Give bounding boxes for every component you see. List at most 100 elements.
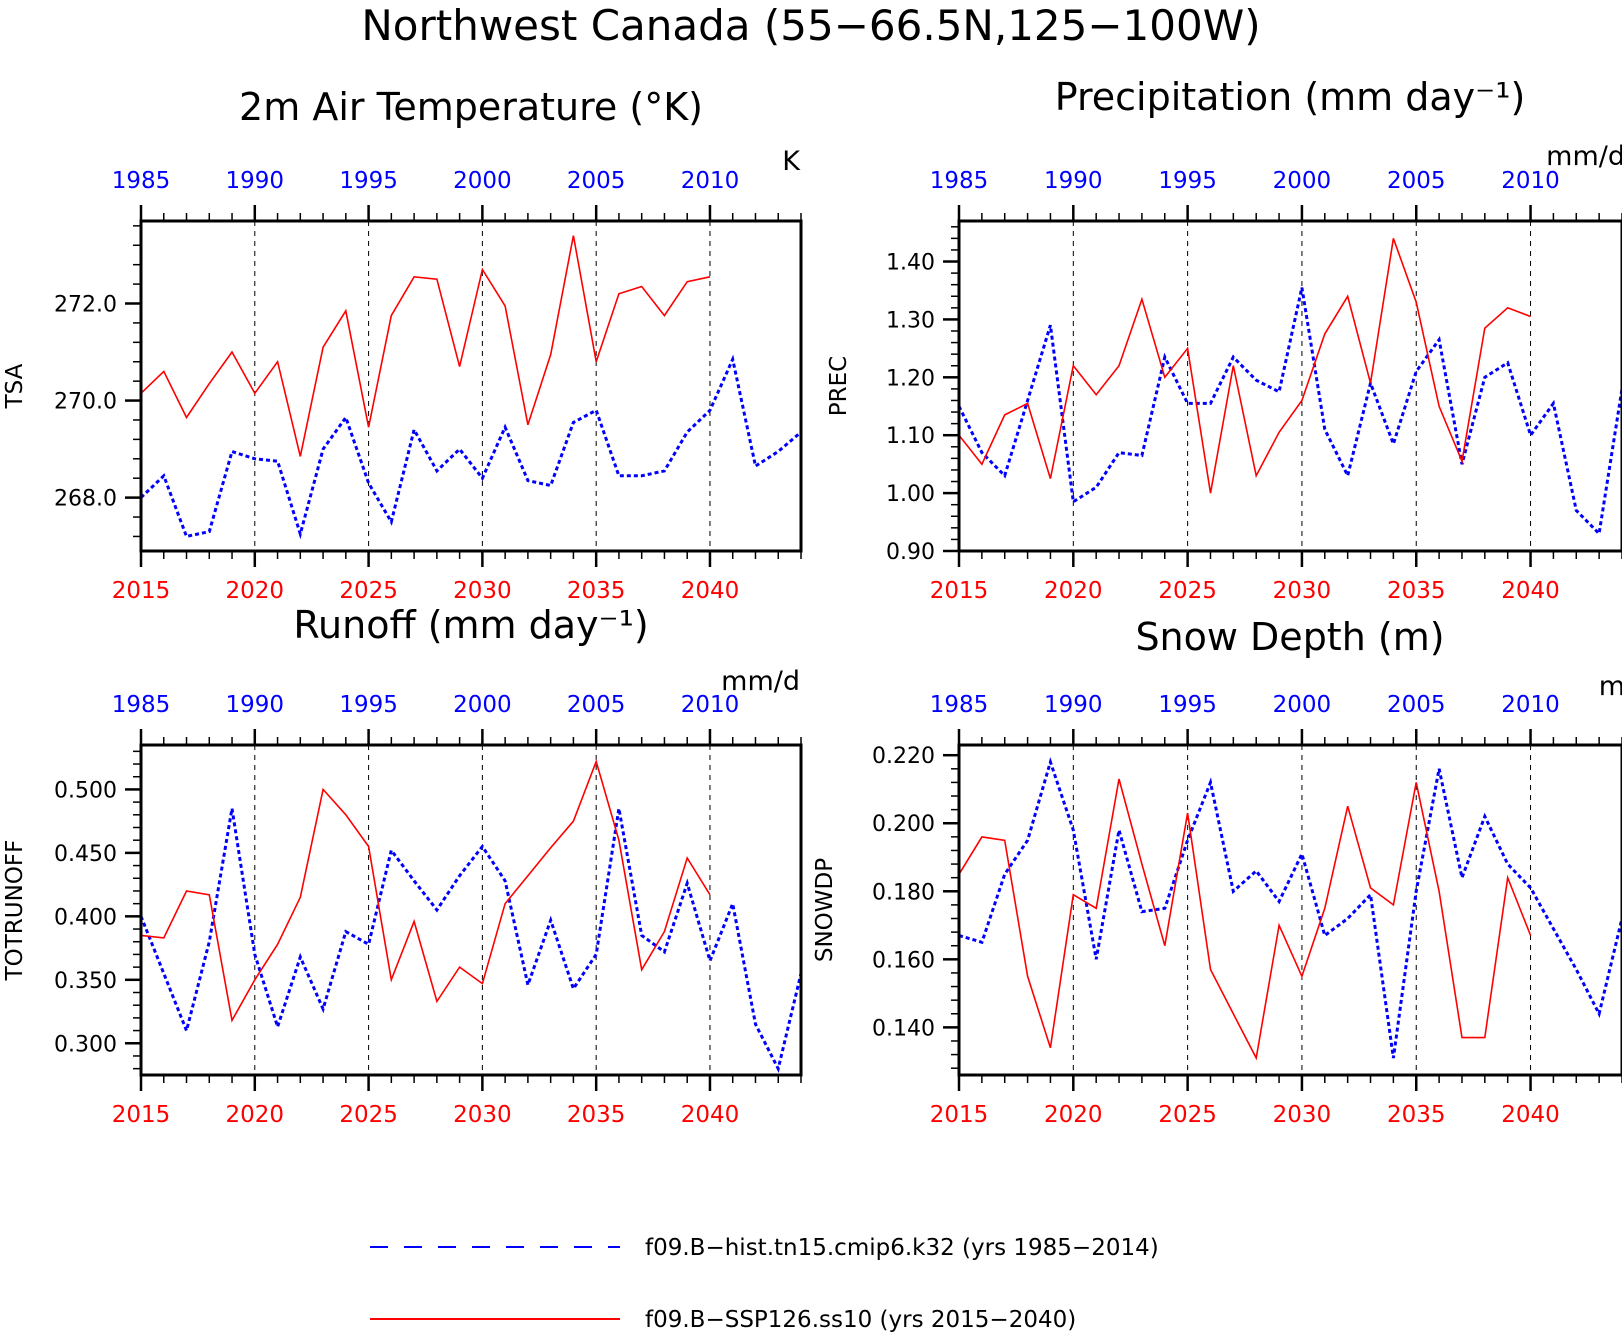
panel-units: mm/d bbox=[1546, 141, 1622, 172]
x-tick-label-top: 2000 bbox=[453, 692, 512, 718]
series-line-hist bbox=[959, 287, 1622, 537]
y-tick-label: 0.140 bbox=[872, 1016, 935, 1041]
panel-title: Snow Depth (m) bbox=[1135, 615, 1444, 659]
x-tick-label-top: 1985 bbox=[930, 168, 989, 194]
chart-panel-snowdp: Snow Depth (m) m 2015 2020 2025 2030 2035 2040 1… bbox=[812, 615, 1622, 1128]
x-tick-label-bottom: 2040 bbox=[1501, 1102, 1560, 1128]
x-tick-label-bottom: 2020 bbox=[226, 1102, 285, 1128]
series-line-hist bbox=[141, 808, 801, 1074]
x-tick-label-top: 1995 bbox=[339, 692, 398, 718]
plot-frame bbox=[957, 219, 1622, 553]
y-tick-label: 0.90 bbox=[886, 540, 935, 565]
x-tick-label-top: 2010 bbox=[1501, 692, 1560, 718]
x-tick-label-top: 1990 bbox=[1044, 692, 1103, 718]
x-tick-label-bottom: 2035 bbox=[1387, 1102, 1446, 1128]
y-tick-label: 0.180 bbox=[872, 880, 935, 905]
panel-units: K bbox=[782, 146, 801, 177]
x-tick-label-bottom: 2040 bbox=[681, 1102, 740, 1128]
x-tick-label-top: 2005 bbox=[1387, 692, 1446, 718]
y-tick-label: 268.0 bbox=[54, 487, 117, 512]
x-tick-label-bottom: 2035 bbox=[567, 1102, 626, 1128]
x-tick-label-top: 2010 bbox=[1501, 168, 1560, 194]
x-tick-label-bottom: 2030 bbox=[453, 1102, 512, 1128]
legend-label-hist: f09.B−hist.tn15.cmip6.k32 (yrs 1985−2014… bbox=[645, 1235, 1159, 1261]
series-line-ssp bbox=[141, 758, 711, 1023]
figure-title: Northwest Canada (55−66.5N,125−100W) bbox=[361, 1, 1260, 50]
series-line-hist bbox=[959, 756, 1622, 1059]
chart-panel-totrunoff: Runoff (mm day⁻¹) mm/d 2015 2020 2025 2030 203… bbox=[2, 603, 803, 1128]
x-tick-label-top: 2000 bbox=[1273, 168, 1332, 194]
y-tick-label: 1.10 bbox=[886, 424, 935, 449]
y-tick-label: 1.20 bbox=[886, 366, 935, 391]
y-axis-label: PREC bbox=[826, 356, 852, 416]
y-tick-label: 272.0 bbox=[54, 293, 117, 318]
series-line-hist bbox=[141, 354, 801, 540]
x-tick-label-top: 2010 bbox=[681, 168, 740, 194]
x-tick-label-bottom: 2030 bbox=[453, 578, 512, 604]
panel-title: Precipitation (mm day⁻¹) bbox=[1055, 75, 1526, 119]
x-tick-label-bottom: 2025 bbox=[339, 1102, 398, 1128]
y-tick-label: 0.300 bbox=[54, 1032, 117, 1057]
x-tick-label-bottom: 2025 bbox=[339, 578, 398, 604]
series-line-ssp bbox=[959, 238, 1531, 494]
legend-label-ssp: f09.B−SSP126.ss10 (yrs 2015−2040) bbox=[645, 1307, 1076, 1333]
x-tick-label-bottom: 2020 bbox=[1044, 1102, 1103, 1128]
panel-units: m bbox=[1599, 671, 1622, 702]
chart-panel-prec: Precipitation (mm day⁻¹) mm/d 2015 2020 2025… bbox=[826, 75, 1622, 604]
y-tick-label: 270.0 bbox=[54, 390, 117, 415]
y-tick-label: 1.40 bbox=[886, 251, 935, 276]
x-tick-label-bottom: 2015 bbox=[930, 1102, 989, 1128]
y-tick-label: 0.220 bbox=[872, 744, 935, 769]
x-tick-label-bottom: 2020 bbox=[226, 578, 285, 604]
y-tick-label: 0.400 bbox=[54, 905, 117, 930]
y-tick-label: 1.30 bbox=[886, 308, 935, 333]
legend: f09.B−hist.tn15.cmip6.k32 (yrs 1985−2014… bbox=[370, 1235, 1159, 1333]
y-tick-label: 1.00 bbox=[886, 482, 935, 507]
x-tick-label-top: 1985 bbox=[112, 692, 171, 718]
x-tick-label-bottom: 2025 bbox=[1158, 578, 1217, 604]
y-axis-label: SNOWDP bbox=[812, 858, 838, 962]
panel-units: mm/d bbox=[721, 666, 800, 697]
x-tick-label-top: 1985 bbox=[930, 692, 989, 718]
x-tick-label-bottom: 2030 bbox=[1273, 578, 1332, 604]
panel-title: Runoff (mm day⁻¹) bbox=[293, 603, 648, 647]
series-line-ssp bbox=[959, 778, 1532, 1061]
chart-panel-tsa: 2m Air Temperature (°K) K 2015 2020 2025 2030… bbox=[2, 85, 803, 604]
plot-frame bbox=[139, 743, 803, 1077]
x-tick-label-top: 1995 bbox=[339, 168, 398, 194]
y-tick-label: 0.350 bbox=[54, 969, 117, 994]
plot-frame bbox=[139, 219, 803, 553]
y-axis-label: TOTRUNOFF bbox=[2, 840, 28, 982]
x-tick-label-top: 2000 bbox=[1273, 692, 1332, 718]
x-tick-label-bottom: 2030 bbox=[1273, 1102, 1332, 1128]
x-tick-label-top: 1990 bbox=[226, 692, 285, 718]
y-tick-label: 0.450 bbox=[54, 842, 117, 867]
y-axis-label: TSA bbox=[2, 363, 28, 409]
x-tick-label-top: 1995 bbox=[1158, 692, 1217, 718]
x-tick-label-top: 2005 bbox=[1387, 168, 1446, 194]
series-line-ssp bbox=[141, 235, 711, 457]
x-tick-label-top: 1995 bbox=[1158, 168, 1217, 194]
x-tick-label-top: 2010 bbox=[681, 692, 740, 718]
x-tick-label-top: 2005 bbox=[567, 692, 626, 718]
x-tick-label-bottom: 2020 bbox=[1044, 578, 1103, 604]
y-tick-label: 0.160 bbox=[872, 948, 935, 973]
x-tick-label-top: 1985 bbox=[112, 168, 171, 194]
x-tick-label-top: 1990 bbox=[1044, 168, 1103, 194]
x-tick-label-bottom: 2015 bbox=[112, 578, 171, 604]
x-tick-label-bottom: 2035 bbox=[567, 578, 626, 604]
x-tick-label-bottom: 2015 bbox=[930, 578, 989, 604]
x-tick-label-bottom: 2035 bbox=[1387, 578, 1446, 604]
panel-title: 2m Air Temperature (°K) bbox=[239, 85, 703, 129]
x-tick-label-bottom: 2040 bbox=[1501, 578, 1560, 604]
x-tick-label-bottom: 2015 bbox=[112, 1102, 171, 1128]
chart-panels: 2m Air Temperature (°K) K 2015 2020 2025 2030… bbox=[2, 75, 1622, 1128]
x-tick-label-top: 2005 bbox=[567, 168, 626, 194]
x-tick-label-top: 2000 bbox=[453, 168, 512, 194]
y-tick-label: 0.200 bbox=[872, 812, 935, 837]
x-tick-label-top: 1990 bbox=[226, 168, 285, 194]
x-tick-label-bottom: 2025 bbox=[1158, 1102, 1217, 1128]
y-tick-label: 0.500 bbox=[54, 778, 117, 803]
x-tick-label-bottom: 2040 bbox=[681, 578, 740, 604]
